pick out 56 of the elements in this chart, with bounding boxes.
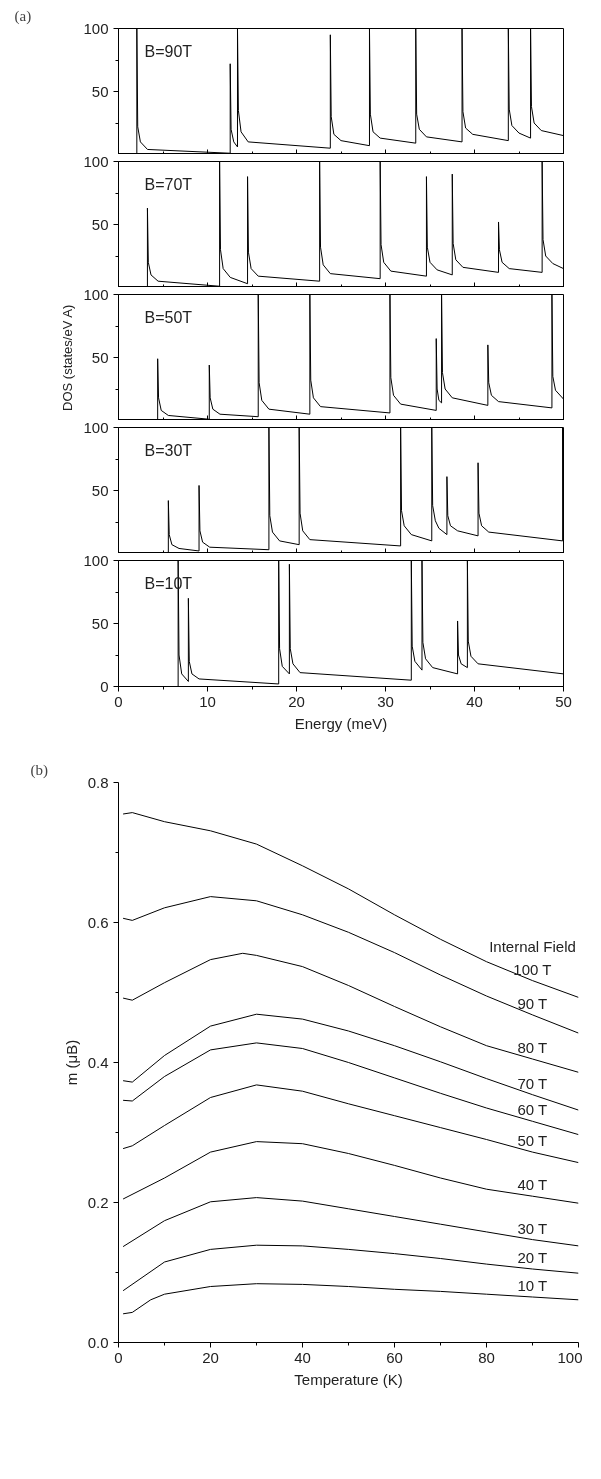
series-label: 60 T xyxy=(517,1101,548,1119)
y-tick-label: 100 xyxy=(83,418,109,436)
chart-title: (b) xyxy=(30,761,48,779)
x-tick-label: 100 xyxy=(557,1348,583,1366)
annotation: B=90T xyxy=(144,42,193,60)
y-tick-label: 0.0 xyxy=(87,1333,109,1351)
y-axis-title: m (μB) xyxy=(62,1039,80,1086)
y-tick-label: 0.8 xyxy=(87,773,109,791)
line-series xyxy=(122,1042,579,1136)
y-tick-label: 0.4 xyxy=(87,1053,109,1071)
x-tick-label: 40 xyxy=(294,1348,311,1366)
x-tick-label: 60 xyxy=(386,1348,403,1366)
line-series xyxy=(122,1244,579,1292)
series-label: 20 T xyxy=(517,1249,548,1266)
y-tick-label: 50 xyxy=(91,481,109,499)
line-series xyxy=(122,1197,579,1248)
y-tick-label: 0 xyxy=(100,677,109,695)
series-label: 40 T xyxy=(517,1176,548,1194)
x-axis-title: Temperature (K) xyxy=(294,1370,403,1388)
x-tick-label: 30 xyxy=(377,692,394,710)
x-tick-label: 0 xyxy=(114,1348,123,1366)
x-tick-label: 20 xyxy=(202,1348,219,1366)
annotation: Internal Field xyxy=(489,937,576,955)
x-axis-title: Energy (meV) xyxy=(294,714,388,732)
series-label: 90 T xyxy=(517,994,548,1012)
series-label: 10 T xyxy=(517,1277,548,1294)
x-tick-label: 80 xyxy=(478,1348,495,1366)
series-label: 30 T xyxy=(517,1219,548,1237)
x-tick-label: 50 xyxy=(555,692,572,710)
x-tick-label: 10 xyxy=(199,692,216,710)
series-label: 100 T xyxy=(513,960,552,978)
y-tick-label: 100 xyxy=(83,19,109,37)
x-tick-label: 40 xyxy=(466,692,483,710)
annotation: B=50T xyxy=(144,308,193,326)
line-series xyxy=(122,896,579,1034)
y-tick-label: 50 xyxy=(91,215,109,233)
y-tick-label: 100 xyxy=(83,152,109,170)
y-tick-label: 0.2 xyxy=(87,1193,109,1211)
y-tick-label: 100 xyxy=(83,551,109,569)
line-series xyxy=(122,952,579,1073)
chart-title: (a) xyxy=(14,7,32,25)
x-tick-label: 20 xyxy=(288,692,305,710)
y-tick-label: 50 xyxy=(91,82,109,100)
series-label: 70 T xyxy=(517,1074,548,1092)
annotation: B=70T xyxy=(144,175,193,193)
series-label: 50 T xyxy=(517,1132,548,1150)
y-tick-label: 0.6 xyxy=(87,913,109,931)
annotation: B=30T xyxy=(144,441,193,459)
y-tick-label: 100 xyxy=(83,285,109,303)
y-axis-title: DOS (states/eV A) xyxy=(60,304,76,411)
series-label: 80 T xyxy=(517,1039,548,1056)
line-series xyxy=(122,1283,579,1315)
x-tick-label: 0 xyxy=(114,692,123,710)
line-series xyxy=(122,812,579,998)
y-tick-label: 50 xyxy=(91,614,109,632)
y-tick-label: 50 xyxy=(91,348,109,366)
